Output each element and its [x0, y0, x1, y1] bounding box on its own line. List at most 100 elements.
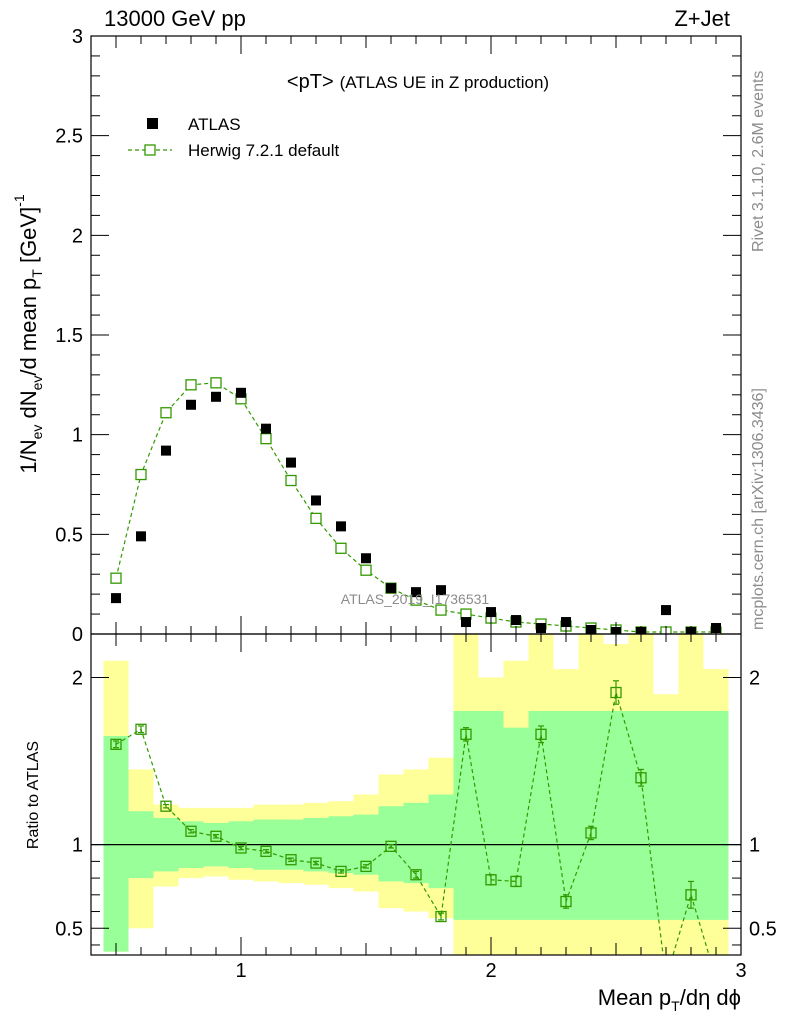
ratio-point — [635, 772, 647, 784]
atlas-point — [411, 587, 421, 598]
atlas-point — [286, 457, 296, 468]
atlas-point — [661, 605, 671, 616]
main-ylabel-part: T — [29, 269, 45, 278]
atlas-point — [111, 593, 121, 604]
atlas-point — [486, 607, 496, 618]
legend: ATLAS Herwig 7.2.1 default — [128, 115, 339, 160]
main-ylabel-part: dN — [16, 390, 41, 424]
chart-title-main: <pT> — [287, 71, 334, 93]
ratio-point — [460, 728, 472, 740]
header-right-label: Z+Jet — [674, 6, 730, 31]
atlas-point — [211, 391, 221, 402]
main-ytick-label: 0.5 — [55, 524, 83, 546]
analysis-watermark: ATLAS_2019_I1736531 — [341, 591, 490, 607]
ratio-point — [260, 845, 272, 857]
ratio-point — [485, 874, 497, 886]
header-left-label: 13000 GeV pp — [104, 6, 246, 31]
ratio-ytick-label-right: 2 — [749, 667, 760, 689]
ratio-point — [235, 842, 247, 854]
main-ytick-label: 2.5 — [55, 126, 83, 148]
xtick-label: 3 — [735, 960, 746, 982]
band-inner — [628, 710, 654, 920]
herwig-point — [335, 542, 347, 554]
band-inner — [603, 710, 629, 920]
chart-title-sub: (ATLAS UE in Z production) — [340, 73, 549, 92]
ratio-point — [585, 827, 597, 839]
herwig-point — [435, 604, 447, 616]
ratio-ytick-label-right: 0.5 — [749, 918, 777, 940]
ratio-panel-marks — [91, 680, 741, 983]
band-inner — [553, 710, 579, 920]
main-ytick-label: 0 — [72, 624, 83, 646]
band-inner — [478, 710, 504, 920]
main-ytick-label: 1.5 — [55, 325, 83, 347]
herwig-point — [185, 379, 197, 391]
herwig-point — [135, 468, 147, 481]
main-ylabel: 1/Nev dNev/d mean pT [GeV]-1 — [11, 194, 45, 474]
xlabel-part: Mean p — [598, 985, 671, 1010]
band-inner — [103, 735, 129, 952]
atlas-point — [511, 615, 521, 626]
atlas-point — [361, 553, 371, 564]
atlas-point — [236, 387, 246, 398]
main-ytick-label: 3 — [72, 26, 83, 48]
main-ylabel-part: 1/N — [16, 439, 41, 473]
atlas-point — [386, 583, 396, 594]
mcplots-label: mcplots.cern.ch [arXiv:1306.3436] — [750, 388, 767, 630]
svg-texts: 00.511.522.531 2 30.5 0.51 12 2<pT> (ATLAS UE … — [11, 26, 777, 1014]
legend-herwig-marker — [144, 144, 156, 156]
band-inner — [703, 710, 729, 920]
xtick-label: 2 — [485, 960, 496, 982]
band-inner — [378, 806, 404, 882]
ratio-point — [510, 875, 522, 888]
main-ylabel-part: ev — [29, 376, 45, 391]
legend-atlas-marker — [147, 118, 158, 129]
ratio-ytick-label-right: 1 — [749, 835, 760, 857]
band-inner — [428, 794, 454, 889]
ratio-point — [210, 830, 222, 842]
atlas-point — [136, 531, 146, 542]
legend-herwig-label: Herwig 7.2.1 default — [188, 141, 339, 160]
herwig-point — [210, 377, 222, 389]
ratio-point — [335, 865, 347, 878]
rivet-version-label: Rivet 3.1.10, 2.6M events — [750, 70, 767, 252]
ratio-ytick-label: 0.5 — [55, 918, 83, 940]
axis-ticks — [90, 35, 742, 955]
ratio-point — [310, 857, 322, 869]
atlas-point — [311, 495, 321, 506]
ratio-point — [685, 889, 697, 901]
atlas-point — [461, 617, 471, 628]
main-ylabel-part: /d mean p — [16, 278, 41, 376]
ratio-uncertainty-bands — [103, 634, 729, 955]
xlabel-sub: T — [671, 998, 680, 1014]
xlabel-part: /dη dϕ — [680, 985, 741, 1010]
xlabel: Mean pT/dη dϕ — [598, 985, 741, 1014]
herwig-point — [360, 564, 372, 576]
ratio-point — [711, 973, 721, 983]
main-ylabel-part: [GeV] — [16, 207, 41, 269]
atlas-point — [561, 617, 571, 628]
ratio-point — [360, 860, 372, 873]
herwig-point — [110, 572, 122, 584]
main-ytick-label: 1 — [72, 425, 83, 447]
band-inner — [453, 710, 479, 920]
ratio-point — [535, 728, 547, 740]
atlas-point — [186, 399, 196, 410]
band-inner — [528, 710, 554, 920]
ratio-point — [435, 910, 447, 923]
herwig-point — [160, 407, 172, 419]
atlas-point — [261, 423, 271, 434]
chart-title: <pT> (ATLAS UE in Z production) — [287, 71, 549, 93]
ratio-ytick-label: 2 — [72, 667, 83, 689]
ratio-point — [385, 840, 397, 852]
ratio-point — [110, 738, 122, 750]
band-inner — [503, 727, 529, 920]
herwig-point — [310, 512, 322, 525]
main-ylabel-part: -1 — [11, 194, 27, 207]
band-inner — [578, 710, 604, 920]
ratio-point — [410, 869, 422, 881]
ratio-point — [185, 825, 197, 837]
atlas-point — [336, 521, 346, 532]
atlas-point — [436, 585, 446, 596]
